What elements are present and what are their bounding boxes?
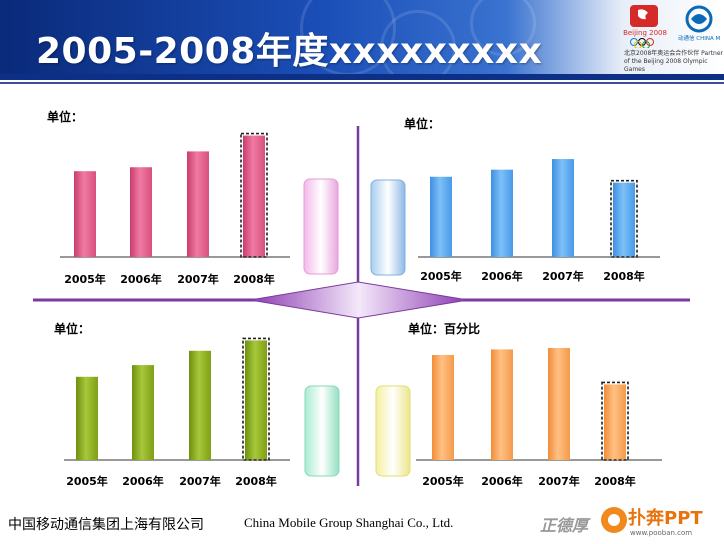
header-banner	[0, 0, 724, 80]
decor-cylinder-pink	[303, 178, 339, 275]
highlight-border	[601, 381, 629, 461]
center-diamond	[249, 281, 469, 319]
bar	[245, 340, 267, 460]
decor-cylinder-yellow	[375, 385, 411, 477]
china-mobile-logo: 中国移动通信 CHINA MOBILE	[678, 5, 720, 42]
chart-bottom-left: 2005年 2006年 2007年 2008年	[64, 337, 290, 488]
x-tick-label: 2005年	[422, 474, 464, 488]
bar	[432, 355, 454, 460]
footer-company-cn: 中国移动通信集团上海有限公司	[8, 517, 204, 533]
signature: 正德厚	[540, 516, 589, 535]
partner-text: 北京2008年奥运会合作伙伴 Partner of the Beijing 20…	[624, 50, 723, 73]
header-stripe	[0, 74, 724, 80]
svg-text:Beijing 2008: Beijing 2008	[623, 29, 667, 37]
bar	[613, 182, 635, 257]
x-tick-label: 2008年	[603, 269, 645, 283]
x-tick-label: 2007年	[538, 474, 580, 488]
bar	[430, 176, 452, 257]
unit-label-bottom-right: 单位：百分比	[408, 322, 481, 336]
highlight-border	[610, 179, 638, 258]
page-title: 2005-2008年度xxxxxxxxx	[36, 31, 543, 72]
bar	[548, 348, 570, 460]
decor-cylinder-blue	[370, 179, 406, 276]
bar	[243, 135, 265, 257]
bar	[189, 350, 211, 460]
decor-circle	[470, 0, 536, 56]
unit-label-bottom-left: 单位：	[54, 322, 91, 336]
bar	[491, 349, 513, 460]
x-tick-label: 2008年	[233, 272, 275, 286]
chart-top-right: 2005年 2006年 2007年 2008年	[418, 159, 660, 283]
x-tick-label: 2008年	[594, 474, 636, 488]
header-underline	[0, 82, 724, 84]
brand-name: 扑奔PPT	[628, 508, 703, 529]
bar	[604, 384, 626, 460]
x-tick-label: 2007年	[179, 474, 221, 488]
bar	[187, 151, 209, 257]
beijing-olympic-logo: Beijing 2008	[623, 5, 667, 48]
x-tick-label: 2005年	[66, 474, 108, 488]
bar	[74, 171, 96, 257]
bar	[491, 169, 513, 257]
brand-logo	[601, 507, 627, 533]
x-tick-label: 2007年	[177, 272, 219, 286]
unit-label-top-right: 单位：	[404, 117, 441, 131]
x-tick-label: 2005年	[64, 272, 106, 286]
bar	[132, 365, 154, 460]
x-tick-label: 2005年	[420, 269, 462, 283]
highlight-border	[240, 132, 268, 258]
x-tick-label: 2006年	[120, 272, 162, 286]
chart-bottom-right: 2005年 2006年 2007年 2008年	[416, 348, 662, 488]
decor-cylinder-green	[304, 385, 340, 477]
x-tick-label: 2006年	[122, 474, 164, 488]
decor-circle	[380, 10, 456, 80]
bar	[130, 167, 152, 257]
x-tick-label: 2006年	[481, 269, 523, 283]
footer-company-en: China Mobile Group Shanghai Co., Ltd.	[244, 515, 454, 530]
svg-text:中国移动通信 CHINA MOBILE: 中国移动通信 CHINA MOBILE	[678, 34, 720, 42]
brand-url: www.pooban.com	[630, 529, 693, 537]
highlight-border	[242, 337, 270, 461]
x-tick-label: 2006年	[481, 474, 523, 488]
x-tick-label: 2008年	[235, 474, 277, 488]
bar	[76, 376, 98, 460]
chart-top-left: 2005年 2006年 2007年 2008年	[60, 132, 290, 286]
unit-label-top-left: 单位：	[47, 110, 84, 124]
x-tick-label: 2007年	[542, 269, 584, 283]
bar	[552, 159, 574, 257]
